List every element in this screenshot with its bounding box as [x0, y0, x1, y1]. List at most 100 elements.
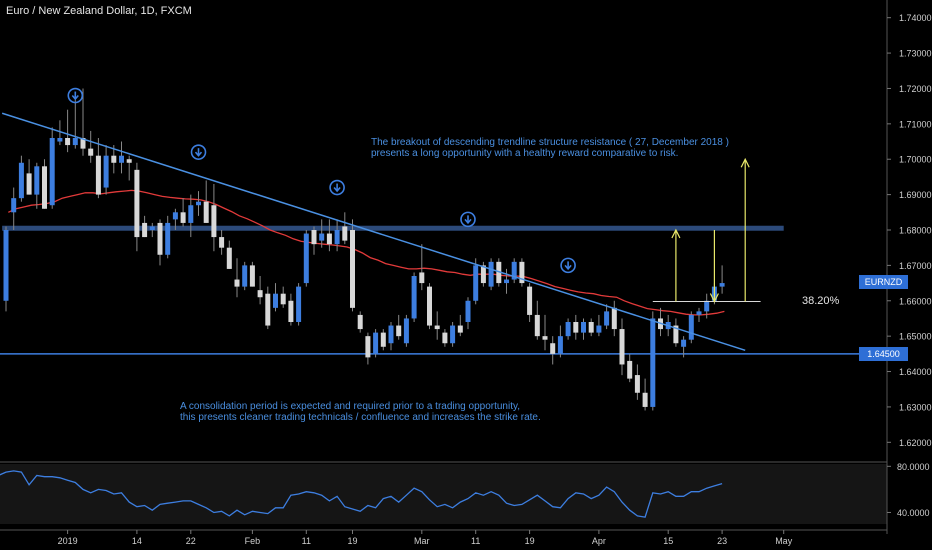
- candle: [3, 226, 9, 312]
- candle: [650, 311, 656, 411]
- down-arrow-marker-icon: [560, 257, 576, 274]
- time-tick-label: 19: [525, 536, 535, 546]
- candle: [465, 297, 471, 330]
- candle: [450, 322, 456, 347]
- candle-body: [457, 325, 463, 333]
- candle-body: [480, 265, 486, 284]
- candle-body: [280, 293, 286, 305]
- candle: [681, 336, 687, 358]
- candle-body: [72, 138, 78, 146]
- candle-body: [180, 212, 186, 223]
- candle: [504, 268, 509, 294]
- candle-body: [95, 155, 101, 195]
- candle-body: [265, 293, 271, 326]
- candle: [226, 240, 232, 269]
- candle-body: [557, 336, 563, 354]
- candle-body: [119, 155, 124, 163]
- candle-body: [26, 173, 32, 195]
- candle: [103, 145, 109, 195]
- bottom-note-line-2: this presents cleaner trading technicals…: [180, 412, 541, 423]
- candle-body: [234, 279, 240, 287]
- candle: [419, 244, 425, 291]
- bottom-note-line-1: A consolidation period is expected and r…: [180, 401, 521, 412]
- candle-body: [342, 226, 348, 241]
- candle-body: [57, 138, 63, 142]
- symbol-badge: EURNZD: [859, 275, 908, 289]
- candle: [111, 145, 117, 174]
- candle: [203, 180, 209, 223]
- candle-body: [534, 314, 540, 337]
- candle-body: [273, 293, 278, 308]
- candle-body: [111, 155, 117, 163]
- candle-body: [504, 279, 509, 284]
- fib-level-label: 38.20%: [802, 295, 840, 307]
- candle: [534, 300, 540, 340]
- marker-head: [333, 187, 341, 193]
- candle: [49, 127, 55, 209]
- candle: [403, 314, 409, 347]
- marker-head: [71, 95, 79, 101]
- candle: [357, 311, 363, 333]
- candle: [311, 226, 317, 255]
- candle-body: [588, 322, 594, 333]
- candle-body: [326, 233, 332, 245]
- candle-body: [550, 343, 556, 354]
- price-tick-label: 1.70000: [899, 155, 932, 165]
- time-tick-label: May: [775, 536, 793, 546]
- time-tick-label: 23: [717, 536, 727, 546]
- candle-body: [411, 276, 417, 319]
- candle: [542, 314, 548, 351]
- candle-body: [211, 205, 217, 238]
- candle-body: [157, 222, 163, 255]
- arrow-head: [740, 157, 750, 168]
- candle: [388, 322, 394, 351]
- oscillator-tick-label: 40.0000: [897, 508, 930, 518]
- candle-body: [434, 325, 440, 330]
- candle-body: [688, 314, 694, 340]
- marker-head: [564, 264, 572, 271]
- candle: [196, 191, 201, 216]
- candle: [557, 325, 563, 358]
- candle: [257, 276, 263, 305]
- candle-body: [103, 155, 109, 188]
- candle: [80, 88, 86, 156]
- candle: [303, 230, 309, 287]
- candle: [488, 258, 494, 291]
- candle: [619, 318, 625, 376]
- candle: [296, 283, 302, 326]
- candle: [42, 159, 47, 209]
- candle-body: [172, 212, 178, 220]
- time-tick-label: Mar: [414, 536, 430, 546]
- candle-body: [88, 148, 94, 156]
- candle-body: [365, 336, 371, 358]
- candle: [634, 364, 640, 400]
- marker-head: [464, 218, 472, 225]
- candle-body: [619, 329, 625, 365]
- candle-body: [242, 265, 248, 287]
- candle: [326, 219, 332, 252]
- candle: [365, 332, 371, 365]
- down-arrow-marker-icon: [190, 144, 207, 160]
- candle: [126, 155, 132, 181]
- down-arrow-marker-icon: [67, 87, 84, 104]
- candle: [480, 261, 486, 287]
- candle: [565, 318, 571, 340]
- candle: [165, 215, 171, 259]
- descending-trendline: [1, 112, 746, 352]
- candle: [511, 258, 517, 284]
- candle-body: [188, 205, 194, 223]
- chart-title: Euro / New Zealand Dollar, 1D, FXCM: [6, 5, 192, 17]
- price-tick-label: 1.68000: [899, 226, 932, 236]
- candle: [149, 222, 155, 238]
- candle-body: [650, 318, 656, 407]
- candle: [242, 261, 248, 291]
- candle: [188, 194, 194, 238]
- candle-body: [388, 325, 394, 344]
- candle: [519, 258, 525, 287]
- price-tick-label: 1.67000: [899, 261, 932, 271]
- candle-body: [604, 311, 610, 326]
- marker-circle: [190, 144, 207, 160]
- candle: [180, 198, 186, 227]
